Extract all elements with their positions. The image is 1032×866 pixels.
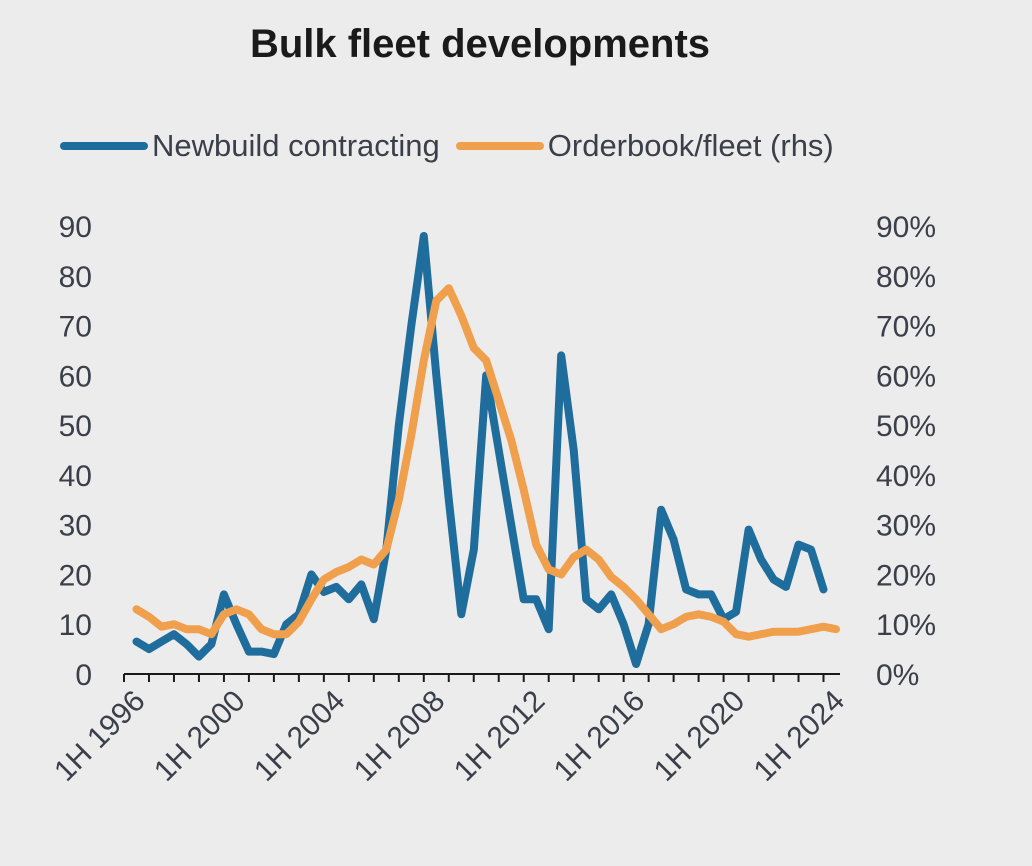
y2-tick-label: 50%	[876, 410, 936, 443]
series-line-orderbook	[132, 284, 840, 641]
x-tick-label: 1H 2000	[148, 684, 252, 788]
y-tick-label: 90	[59, 211, 92, 244]
y-tick-label: 30	[59, 510, 92, 543]
x-tick-label: 1H 2008	[348, 684, 452, 788]
y2-tick-label: 30%	[876, 510, 936, 543]
y2-tick-label: 60%	[876, 360, 936, 393]
legend-swatch-orderbook	[455, 142, 544, 150]
y2-tick-label: 90%	[876, 211, 936, 244]
y2-tick-label: 80%	[876, 261, 936, 294]
x-tick-label: 1H 1996	[48, 684, 152, 788]
y2-tick-label: 10%	[876, 609, 936, 642]
legend-item-orderbook: Orderbook/fleet (rhs)	[455, 128, 834, 164]
x-tick-label: 1H 2020	[648, 684, 752, 788]
y-tick-label: 10	[59, 609, 92, 642]
x-tick-label: 1H 2004	[248, 684, 352, 788]
x-tick-label: 1H 2016	[548, 684, 652, 788]
legend-label-newbuild: Newbuild contracting	[152, 128, 440, 163]
x-tick-label: 1H 2024	[748, 684, 852, 788]
y-tick-label: 0	[75, 659, 92, 692]
y2-tick-label: 70%	[876, 311, 936, 344]
y-tick-label: 40	[59, 460, 92, 493]
y2-tick-label: 20%	[876, 559, 936, 592]
y-tick-label: 80	[59, 261, 92, 294]
legend-swatch-newbuild	[60, 142, 148, 150]
chart-title: Bulk fleet developments	[249, 22, 711, 66]
legend-label-orderbook: Orderbook/fleet (rhs)	[547, 128, 834, 163]
y2-tick-label: 40%	[876, 460, 936, 493]
series-line-newbuild	[132, 232, 828, 668]
y2-tick-label: 0%	[876, 659, 919, 692]
y-tick-label: 60	[59, 360, 92, 393]
x-tick-label: 1H 2012	[448, 684, 552, 788]
y-tick-label: 50	[59, 410, 92, 443]
legend: Newbuild contracting Orderbook/fleet (rh…	[60, 124, 850, 168]
y-tick-label: 20	[59, 559, 92, 592]
legend-item-newbuild: Newbuild contracting	[60, 128, 440, 164]
y-tick-label: 70	[59, 311, 92, 344]
